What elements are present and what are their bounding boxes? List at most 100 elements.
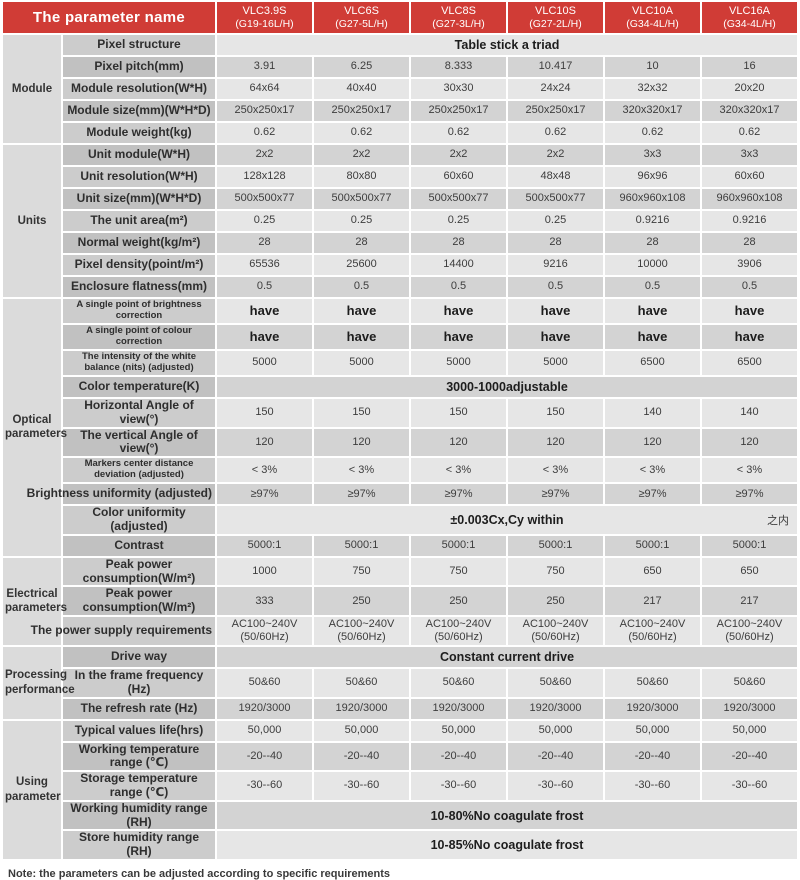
param-label: The intensity of the white balance (nits… bbox=[62, 351, 215, 375]
table-row: Working temperature range (℃) -20--40 -20-… bbox=[3, 742, 797, 771]
param-label: Unit module(W*H) bbox=[62, 145, 215, 165]
table-row: A single point of colour correction have h… bbox=[3, 325, 797, 349]
merged-value-cell: 10-85%No coagulate frost bbox=[217, 831, 797, 859]
value-cell: 0.5 bbox=[702, 277, 797, 297]
value-cell: 0.62 bbox=[411, 123, 506, 143]
value-cell: AC100~240V (50/60Hz) bbox=[702, 616, 797, 645]
param-label: The unit area(m²) bbox=[62, 211, 215, 231]
value-cell: 1000 bbox=[217, 557, 312, 586]
value-cell: 28 bbox=[702, 233, 797, 253]
value-cell: 10.417 bbox=[508, 57, 603, 77]
product-column-header-vlc3.9s: VLC3.9S (G19-16L/H) bbox=[217, 2, 312, 33]
value-cell: 120 bbox=[217, 428, 312, 457]
value-cell: 30x30 bbox=[411, 79, 506, 99]
group-cell-using-parameter: Using parameter bbox=[2, 720, 61, 859]
group-cell-electrical-parameters: Electrical parameters bbox=[2, 557, 67, 645]
product-column-header-vlc10a: VLC10A (G34-4L/H) bbox=[605, 2, 700, 33]
table-row: Module Pixel structure Table stick a triad bbox=[2, 35, 797, 143]
group-cell-processing-performance: Processing performance bbox=[2, 646, 75, 719]
param-label: Store humidity range (RH) bbox=[62, 831, 215, 859]
value-cell: 500x500x77 bbox=[411, 189, 506, 209]
value-cell: 320x320x17 bbox=[605, 101, 700, 121]
value-cell: 5000:1 bbox=[702, 535, 797, 556]
value-cell: 120 bbox=[605, 428, 700, 457]
value-cell: 320x320x17 bbox=[702, 101, 797, 121]
param-label: Horizontal Angle of view(°) bbox=[62, 398, 215, 427]
product-model: VLC6S bbox=[344, 5, 379, 18]
value-cell: 150 bbox=[508, 399, 603, 427]
value-cell: 250 bbox=[314, 587, 409, 615]
value-cell: 5000:1 bbox=[217, 535, 312, 556]
param-label: Module weight(kg) bbox=[62, 123, 215, 143]
value-cell: AC100~240V (50/60Hz) bbox=[508, 616, 603, 645]
value-cell: 0.62 bbox=[314, 123, 409, 143]
value-cell: AC100~240V (50/60Hz) bbox=[411, 616, 506, 645]
value-cell: AC100~240V (50/60Hz) bbox=[605, 616, 700, 645]
param-label: A single point of brightness correction bbox=[62, 299, 215, 323]
table-row: Horizontal Angle of view(°) 150 150 150 150 1… bbox=[3, 398, 797, 427]
value-cell: 5000:1 bbox=[411, 535, 506, 556]
value-cell: 500x500x77 bbox=[508, 189, 603, 209]
value-cell: 120 bbox=[508, 428, 603, 457]
value-cell: 1920/3000 bbox=[508, 698, 603, 719]
table-row: Optical parameters A single point of brig… bbox=[2, 299, 797, 556]
value-cell: 3.91 bbox=[217, 57, 312, 77]
param-label-text: Brightness uniformity (adjusted) bbox=[26, 486, 212, 501]
spec-table: The parameter name VLC3.9S (G19-16L/H) VLC… bbox=[1, 0, 799, 861]
group-cell-module: Module bbox=[2, 35, 61, 143]
value-cell: 50&60 bbox=[508, 668, 603, 697]
table-row: The refresh rate (Hz) 1920/3000 1920/3000 1… bbox=[3, 698, 797, 719]
value-cell: 28 bbox=[605, 233, 700, 253]
param-label: Peak power consumption(W/m²) bbox=[62, 557, 215, 586]
value-cell: -30--60 bbox=[217, 772, 312, 800]
param-label: Enclosure flatness(mm) bbox=[62, 277, 215, 297]
value-cell: < 3% bbox=[508, 458, 603, 483]
value-cell: have bbox=[314, 325, 409, 349]
value-cell: ≥97% bbox=[508, 484, 603, 505]
table-row: Store humidity range (RH) 10-85%No coagul… bbox=[3, 831, 797, 859]
value-cell: 16 bbox=[702, 57, 797, 77]
value-cell: ≥97% bbox=[411, 484, 506, 505]
value-cell: 217 bbox=[605, 587, 700, 615]
value-cell: 0.62 bbox=[605, 123, 700, 143]
merged-value-cell: 3000-1000adjustable bbox=[217, 377, 797, 397]
value-cell: -30--60 bbox=[411, 772, 506, 800]
product-code: (G34-4L/H) bbox=[626, 18, 679, 31]
value-cell: ≥97% bbox=[314, 484, 409, 505]
value-cell: -20--40 bbox=[605, 742, 700, 771]
param-label: Working temperature range (℃) bbox=[62, 742, 215, 771]
value-cell: have bbox=[217, 299, 312, 323]
value-cell: 0.5 bbox=[605, 277, 700, 297]
product-column-header-vlc16a: VLC16A (G34-4L/H) bbox=[702, 2, 797, 33]
value-cell: 96x96 bbox=[605, 167, 700, 187]
value-cell: 0.5 bbox=[508, 277, 603, 297]
product-code: (G27-3L/H) bbox=[432, 18, 485, 31]
value-cell: 2x2 bbox=[508, 145, 603, 165]
value-cell: ≥97% bbox=[217, 484, 312, 505]
table-row: Electrical parameters Peak power consumpt… bbox=[2, 557, 797, 645]
value-cell: 0.25 bbox=[217, 211, 312, 231]
value-cell: 48x48 bbox=[508, 167, 603, 187]
value-cell: -20--40 bbox=[702, 742, 797, 771]
table-row: Processing performance Drive way Constant … bbox=[2, 646, 797, 719]
value-cell: 250 bbox=[508, 587, 603, 615]
value-cell: 50,000 bbox=[508, 720, 603, 741]
value-cell: 750 bbox=[314, 557, 409, 586]
value-cell: 750 bbox=[411, 557, 506, 586]
value-cell: 50,000 bbox=[314, 720, 409, 741]
value-cell: 0.25 bbox=[411, 211, 506, 231]
value-cell: 0.62 bbox=[508, 123, 603, 143]
value-cell: 5000 bbox=[314, 351, 409, 375]
product-code: (G27-2L/H) bbox=[529, 18, 582, 31]
value-cell: 500x500x77 bbox=[217, 189, 312, 209]
product-code: (G19-16L/H) bbox=[235, 18, 294, 31]
param-label: Color temperature(K) bbox=[62, 377, 215, 397]
value-cell: 0.9216 bbox=[605, 211, 700, 231]
table-row: Unit size(mm)(W*H*D) 500x500x77 500x500x77… bbox=[3, 189, 797, 209]
table-row: Pixel pitch(mm) 3.91 6.25 8.333 10.417 10 16 bbox=[3, 57, 797, 77]
value-cell: have bbox=[314, 299, 409, 323]
value-cell: 80x80 bbox=[314, 167, 409, 187]
value-cell: 50&60 bbox=[605, 668, 700, 697]
value-cell: have bbox=[702, 325, 797, 349]
value-cell: 250x250x17 bbox=[217, 101, 312, 121]
